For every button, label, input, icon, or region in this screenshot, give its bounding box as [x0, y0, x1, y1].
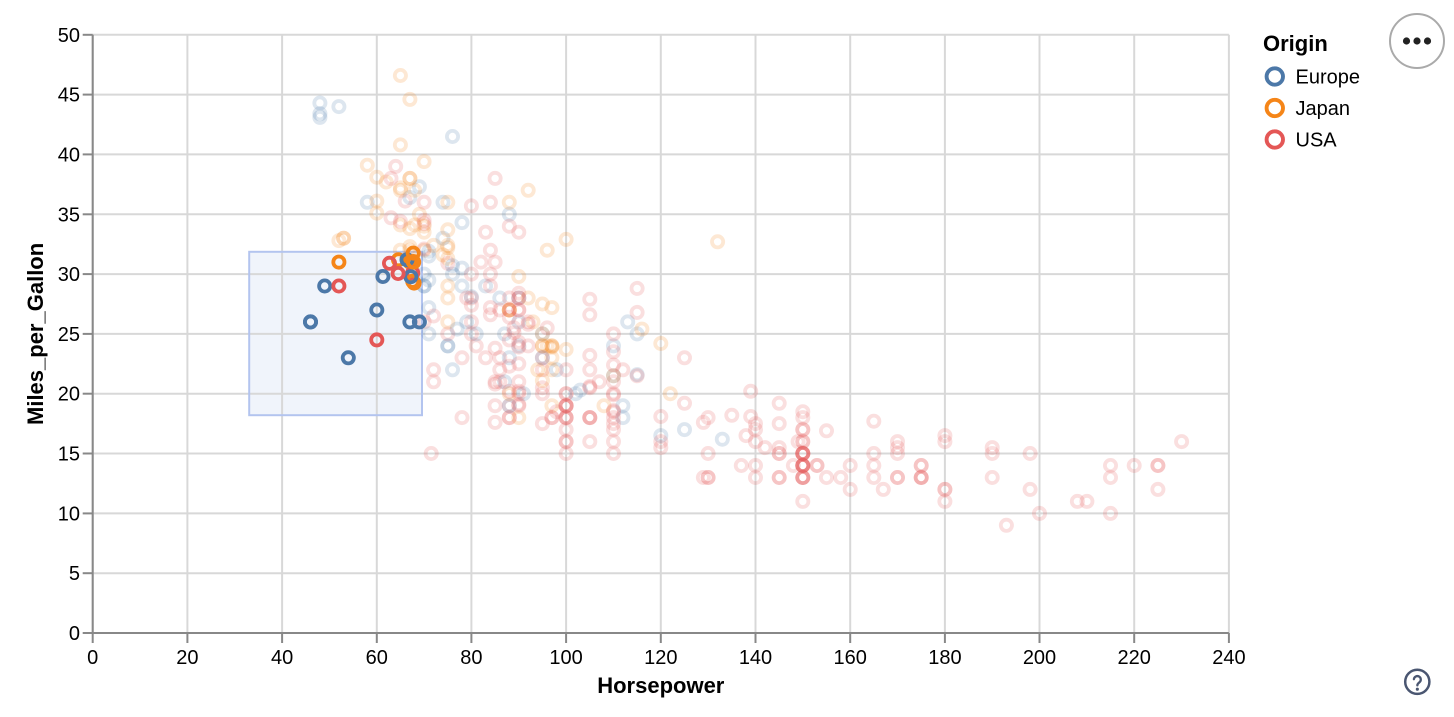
svg-text:30: 30 — [58, 264, 80, 286]
svg-text:40: 40 — [58, 144, 80, 166]
svg-text:120: 120 — [644, 647, 677, 669]
svg-text:Miles_per_Gallon: Miles_per_Gallon — [23, 243, 48, 425]
svg-text:80: 80 — [460, 647, 482, 669]
svg-text:180: 180 — [928, 647, 961, 669]
svg-text:60: 60 — [366, 647, 388, 669]
svg-text:50: 50 — [58, 25, 80, 47]
svg-text:240: 240 — [1212, 647, 1245, 669]
svg-text:20: 20 — [176, 647, 198, 669]
svg-text:15: 15 — [58, 444, 80, 466]
svg-text:35: 35 — [58, 204, 80, 226]
svg-text:10: 10 — [58, 503, 80, 525]
svg-text:0: 0 — [69, 623, 80, 645]
svg-text:USA: USA — [1296, 130, 1338, 152]
svg-text:5: 5 — [69, 563, 80, 585]
svg-text:160: 160 — [834, 647, 867, 669]
svg-text:Japan: Japan — [1296, 98, 1351, 120]
svg-text:45: 45 — [58, 85, 80, 107]
svg-text:100: 100 — [549, 647, 582, 669]
svg-text:220: 220 — [1118, 647, 1151, 669]
svg-text:140: 140 — [739, 647, 772, 669]
svg-text:Europe: Europe — [1296, 67, 1361, 89]
svg-text:Origin: Origin — [1263, 31, 1328, 56]
svg-text:20: 20 — [58, 384, 80, 406]
svg-text:200: 200 — [1023, 647, 1056, 669]
svg-text:25: 25 — [58, 324, 80, 346]
svg-text:40: 40 — [271, 647, 293, 669]
svg-text:Horsepower: Horsepower — [597, 673, 725, 698]
svg-text:0: 0 — [87, 647, 98, 669]
